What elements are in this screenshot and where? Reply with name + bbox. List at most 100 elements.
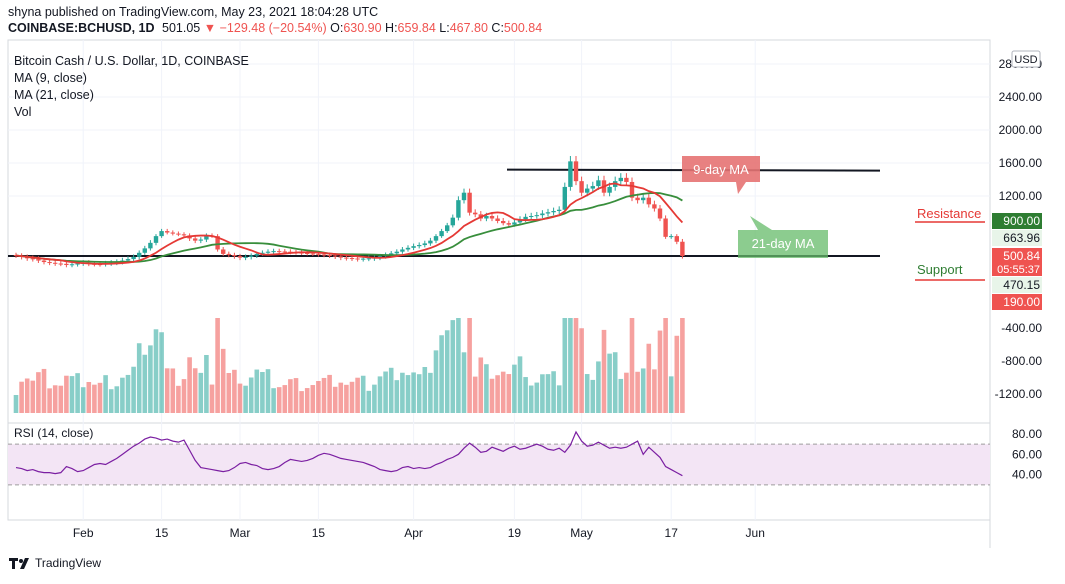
candle — [579, 176, 584, 197]
candle — [495, 215, 500, 224]
volume-bar — [590, 379, 596, 413]
candle — [450, 214, 455, 228]
volume-bar — [349, 381, 355, 413]
volume-bar — [131, 366, 136, 413]
x-tick-label-feb: Feb — [73, 526, 94, 540]
candle — [13, 252, 19, 259]
candle-body — [484, 216, 489, 219]
volume-bar — [299, 391, 304, 413]
candle — [646, 193, 651, 208]
price-tick-label: 2400.00 — [999, 90, 1043, 104]
candle-body — [165, 231, 170, 233]
volume-bar — [512, 364, 517, 413]
resistance-badge — [992, 213, 1042, 229]
volume-bar — [47, 388, 52, 413]
volume-bar — [136, 343, 142, 413]
ma9-line — [15, 182, 684, 265]
candle-body — [271, 251, 276, 253]
volume-bar — [523, 377, 528, 413]
volume-bar — [663, 318, 668, 413]
candle-body — [282, 251, 287, 253]
candle-body — [590, 186, 595, 189]
volume-bar — [125, 374, 131, 413]
support-badge-label: 190.00 — [1003, 295, 1040, 309]
candle-body — [361, 258, 366, 260]
candle-body — [204, 235, 209, 240]
candle-body — [13, 254, 19, 256]
volume-bar — [668, 376, 674, 413]
volume-bar — [596, 361, 601, 413]
candle-body — [400, 249, 405, 252]
volume-bar — [344, 384, 349, 413]
candle — [165, 228, 170, 235]
candle-body — [221, 249, 226, 254]
candle-body — [316, 253, 321, 255]
volume-bar — [657, 330, 663, 413]
candle-body — [473, 212, 478, 215]
volume-bar — [618, 378, 624, 413]
volume-bar — [377, 376, 383, 413]
x-tick-label-jun: Jun — [746, 526, 765, 540]
candle-body — [529, 216, 534, 217]
volume-bar — [92, 384, 97, 413]
volume-bar — [260, 372, 265, 413]
candle — [680, 238, 685, 259]
candle-body — [265, 251, 271, 253]
volume-bar — [86, 382, 92, 413]
candle-body — [321, 254, 327, 256]
candle-body — [198, 239, 203, 241]
last-price-badge — [992, 248, 1042, 264]
support-badge — [992, 294, 1042, 310]
volume-bar — [467, 318, 472, 413]
volume-bar — [461, 352, 467, 413]
candle-body — [579, 181, 584, 193]
candle-body — [461, 192, 467, 201]
volume-bar — [551, 371, 556, 413]
rsi-title: RSI (14, close) — [14, 426, 93, 440]
candle — [540, 210, 545, 218]
candle — [674, 234, 679, 245]
candle-body — [506, 223, 511, 225]
low-value: 467.80 — [449, 21, 488, 35]
volume-bar — [484, 364, 489, 413]
candle — [596, 175, 601, 190]
rsi-band — [8, 444, 990, 485]
candle — [58, 260, 63, 267]
candle — [663, 215, 668, 239]
x-tick-label-15: 15 — [155, 526, 169, 540]
volume-bar — [170, 368, 176, 413]
candle-body — [159, 231, 164, 237]
volume-bar — [248, 377, 254, 413]
volume-bar — [652, 369, 657, 413]
volume-bar — [400, 372, 405, 413]
candle — [417, 242, 422, 249]
volume-bar — [562, 318, 568, 413]
candle — [193, 236, 198, 244]
candle-body — [41, 260, 47, 263]
volume-bar — [495, 375, 500, 413]
candle — [641, 193, 646, 204]
volume-bar — [372, 384, 377, 413]
candle-body — [310, 253, 315, 255]
candle — [277, 248, 282, 254]
candle-body — [467, 192, 472, 213]
candle-body — [237, 256, 243, 258]
candle-body — [260, 252, 265, 254]
volume-bar — [293, 378, 299, 413]
candle-body — [663, 218, 668, 237]
candle-body — [153, 236, 159, 243]
candle-body — [142, 248, 147, 253]
tradingview-footer[interactable]: TradingView — [8, 556, 101, 570]
price-tick-label: 2000.00 — [999, 123, 1043, 137]
candle-body — [349, 258, 355, 260]
candle — [428, 237, 433, 246]
candle-body — [652, 204, 657, 209]
candle-body — [305, 253, 310, 255]
volume-bar — [568, 318, 573, 413]
ma9-callout-label: 9-day MA — [693, 162, 749, 177]
volume-bar — [181, 379, 187, 413]
volume-bar — [405, 375, 411, 413]
candle-body — [176, 233, 181, 235]
volume-bar — [321, 377, 327, 413]
